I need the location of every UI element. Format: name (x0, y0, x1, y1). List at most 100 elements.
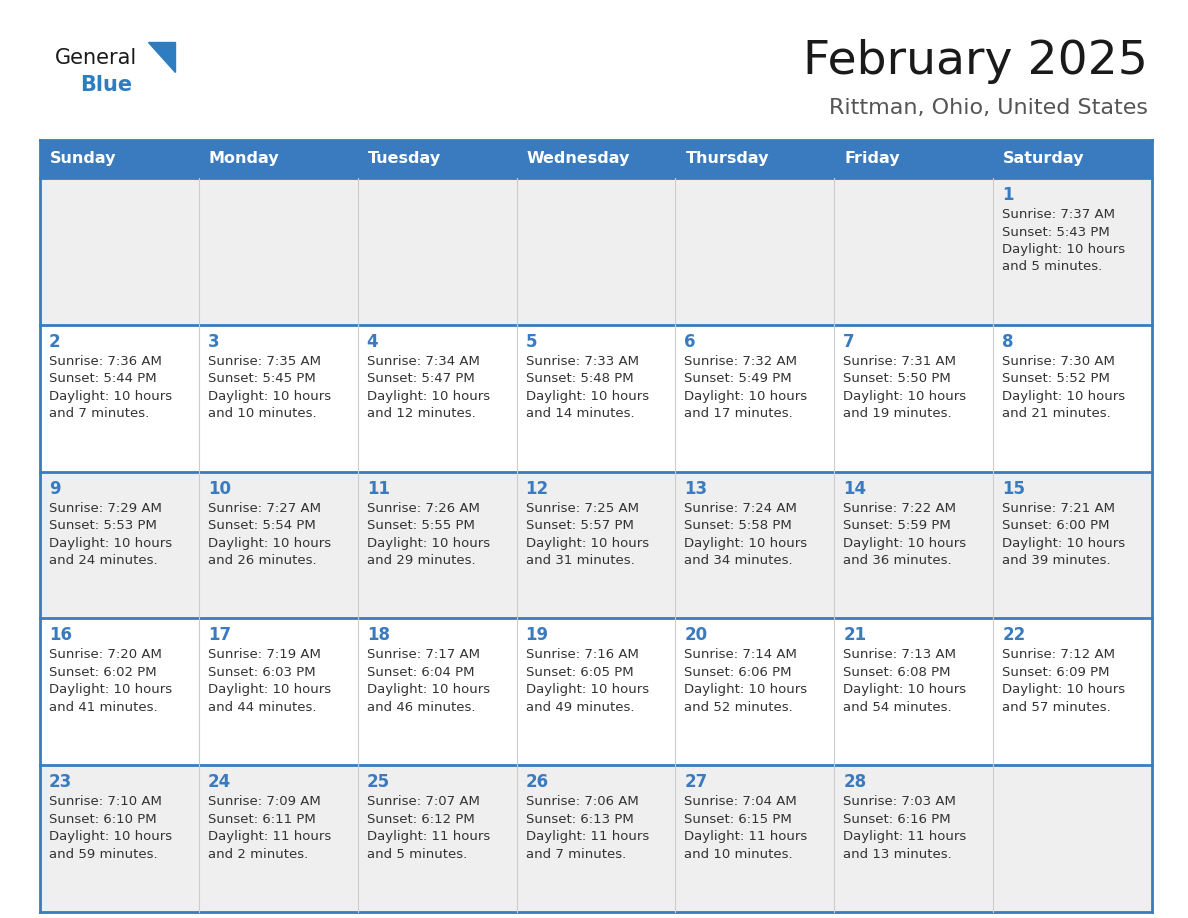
Bar (993, 619, 1152, 766)
Text: Sunset: 6:04 PM: Sunset: 6:04 PM (367, 666, 474, 679)
Text: 6: 6 (684, 333, 696, 351)
Text: Sunrise: 7:29 AM: Sunrise: 7:29 AM (49, 501, 162, 515)
Text: Daylight: 10 hours: Daylight: 10 hours (1003, 683, 1125, 697)
Text: Sunrise: 7:30 AM: Sunrise: 7:30 AM (1003, 354, 1116, 368)
Text: Sunset: 5:59 PM: Sunset: 5:59 PM (843, 519, 952, 532)
Text: Sunset: 6:11 PM: Sunset: 6:11 PM (208, 812, 316, 825)
Text: Daylight: 10 hours: Daylight: 10 hours (1003, 537, 1125, 550)
Text: 24: 24 (208, 773, 232, 791)
Text: Sunrise: 7:16 AM: Sunrise: 7:16 AM (525, 648, 638, 661)
Text: 10: 10 (208, 479, 230, 498)
Text: Daylight: 10 hours: Daylight: 10 hours (208, 390, 331, 403)
Text: Sunrise: 7:13 AM: Sunrise: 7:13 AM (843, 648, 956, 661)
Bar (358, 325, 517, 472)
Text: Saturday: Saturday (1003, 151, 1085, 166)
Text: 14: 14 (843, 479, 866, 498)
Text: Sunrise: 7:32 AM: Sunrise: 7:32 AM (684, 354, 797, 368)
Bar (676, 178, 834, 325)
Text: Daylight: 11 hours: Daylight: 11 hours (367, 830, 489, 844)
Text: Sunset: 5:50 PM: Sunset: 5:50 PM (843, 373, 952, 386)
Text: 4: 4 (367, 333, 378, 351)
Text: Daylight: 10 hours: Daylight: 10 hours (49, 537, 172, 550)
Text: 21: 21 (843, 626, 866, 644)
Text: Sunset: 6:05 PM: Sunset: 6:05 PM (525, 666, 633, 679)
Text: Sunset: 6:10 PM: Sunset: 6:10 PM (49, 812, 157, 825)
Text: and 57 minutes.: and 57 minutes. (1003, 701, 1111, 714)
Text: and 10 minutes.: and 10 minutes. (208, 408, 316, 420)
Text: and 49 minutes.: and 49 minutes. (525, 701, 634, 714)
Text: Sunset: 6:16 PM: Sunset: 6:16 PM (843, 812, 950, 825)
Bar (358, 178, 517, 325)
Text: Sunrise: 7:26 AM: Sunrise: 7:26 AM (367, 501, 480, 515)
Bar (676, 325, 834, 472)
Text: Sunset: 6:06 PM: Sunset: 6:06 PM (684, 666, 792, 679)
Text: Sunset: 6:15 PM: Sunset: 6:15 PM (684, 812, 792, 825)
Text: Sunrise: 7:20 AM: Sunrise: 7:20 AM (49, 648, 162, 661)
Text: Wednesday: Wednesday (526, 151, 630, 166)
Text: Daylight: 10 hours: Daylight: 10 hours (525, 390, 649, 403)
Bar (993, 766, 1152, 912)
Text: Sunrise: 7:35 AM: Sunrise: 7:35 AM (208, 354, 321, 368)
Text: Sunrise: 7:33 AM: Sunrise: 7:33 AM (525, 354, 639, 368)
Text: Daylight: 10 hours: Daylight: 10 hours (525, 683, 649, 697)
Bar (834, 325, 993, 472)
Text: February 2025: February 2025 (803, 39, 1148, 84)
Text: 19: 19 (525, 626, 549, 644)
Text: Sunrise: 7:34 AM: Sunrise: 7:34 AM (367, 354, 480, 368)
Text: Sunset: 5:47 PM: Sunset: 5:47 PM (367, 373, 474, 386)
Text: 17: 17 (208, 626, 230, 644)
Text: and 7 minutes.: and 7 minutes. (525, 847, 626, 861)
Bar (40, 766, 198, 912)
Text: 5: 5 (525, 333, 537, 351)
Text: Sunset: 6:03 PM: Sunset: 6:03 PM (208, 666, 316, 679)
Bar (198, 178, 358, 325)
Text: Sunrise: 7:19 AM: Sunrise: 7:19 AM (208, 648, 321, 661)
Text: and 19 minutes.: and 19 minutes. (843, 408, 952, 420)
Text: Daylight: 10 hours: Daylight: 10 hours (843, 390, 966, 403)
Text: and 2 minutes.: and 2 minutes. (208, 847, 308, 861)
Text: Daylight: 10 hours: Daylight: 10 hours (367, 683, 489, 697)
Text: Sunset: 6:09 PM: Sunset: 6:09 PM (1003, 666, 1110, 679)
Text: Sunset: 5:44 PM: Sunset: 5:44 PM (49, 373, 157, 386)
Bar (517, 140, 676, 178)
Bar (993, 325, 1152, 472)
Text: and 14 minutes.: and 14 minutes. (525, 408, 634, 420)
Text: and 24 minutes.: and 24 minutes. (49, 554, 158, 567)
Text: and 46 minutes.: and 46 minutes. (367, 701, 475, 714)
Text: Monday: Monday (209, 151, 279, 166)
Bar (198, 325, 358, 472)
Text: Sunday: Sunday (50, 151, 116, 166)
Text: and 5 minutes.: and 5 minutes. (1003, 261, 1102, 274)
Text: Sunrise: 7:25 AM: Sunrise: 7:25 AM (525, 501, 639, 515)
Text: Sunset: 5:49 PM: Sunset: 5:49 PM (684, 373, 792, 386)
Text: Sunset: 5:53 PM: Sunset: 5:53 PM (49, 519, 157, 532)
Text: Daylight: 10 hours: Daylight: 10 hours (684, 683, 808, 697)
Bar (40, 325, 198, 472)
Text: Sunrise: 7:21 AM: Sunrise: 7:21 AM (1003, 501, 1116, 515)
Bar (198, 766, 358, 912)
Text: Sunrise: 7:09 AM: Sunrise: 7:09 AM (208, 795, 321, 808)
Text: Daylight: 10 hours: Daylight: 10 hours (49, 390, 172, 403)
Bar (198, 140, 358, 178)
Bar (834, 178, 993, 325)
Text: Daylight: 11 hours: Daylight: 11 hours (208, 830, 331, 844)
Bar (198, 472, 358, 619)
Text: Sunset: 5:54 PM: Sunset: 5:54 PM (208, 519, 316, 532)
Text: 9: 9 (49, 479, 61, 498)
Bar (676, 140, 834, 178)
Text: Daylight: 10 hours: Daylight: 10 hours (843, 537, 966, 550)
Text: Sunrise: 7:31 AM: Sunrise: 7:31 AM (843, 354, 956, 368)
Text: 12: 12 (525, 479, 549, 498)
Bar (358, 140, 517, 178)
Text: 22: 22 (1003, 626, 1025, 644)
Bar (993, 178, 1152, 325)
Text: Thursday: Thursday (685, 151, 769, 166)
Text: 16: 16 (49, 626, 72, 644)
Text: and 36 minutes.: and 36 minutes. (843, 554, 952, 567)
Text: Sunset: 5:48 PM: Sunset: 5:48 PM (525, 373, 633, 386)
Text: Daylight: 10 hours: Daylight: 10 hours (525, 537, 649, 550)
Text: Daylight: 10 hours: Daylight: 10 hours (367, 537, 489, 550)
Text: and 10 minutes.: and 10 minutes. (684, 847, 794, 861)
Text: 15: 15 (1003, 479, 1025, 498)
Bar (676, 619, 834, 766)
